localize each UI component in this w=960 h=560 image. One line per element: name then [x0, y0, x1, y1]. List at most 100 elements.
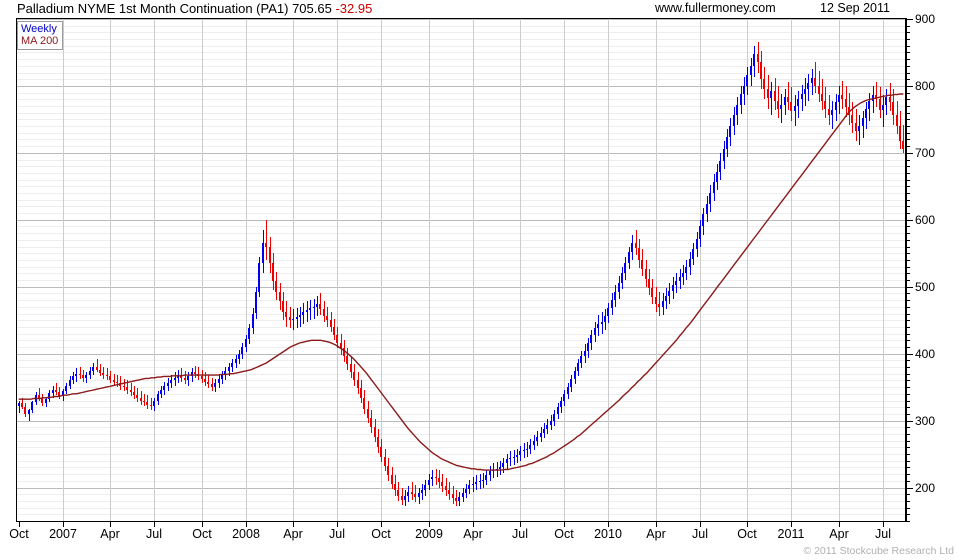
moving-average-line	[18, 93, 904, 471]
candle-body	[855, 123, 857, 132]
candle-body	[787, 96, 789, 102]
candle-body	[72, 376, 74, 381]
gridline-minor	[17, 514, 905, 515]
candle-wick	[771, 81, 772, 116]
candle-wick	[202, 369, 203, 384]
x-axis-label: 2009	[415, 527, 443, 541]
candle-body	[428, 479, 430, 485]
candle-body	[896, 115, 898, 127]
candle-body	[885, 96, 887, 105]
x-axis-label: 2010	[594, 527, 622, 541]
gridline-minor	[17, 113, 905, 114]
candle-body	[604, 316, 606, 322]
gridline-minor	[17, 160, 905, 161]
candle-body	[45, 399, 47, 403]
x-axis-label: Apr	[646, 527, 666, 541]
y-tick-minor	[906, 327, 910, 328]
candle-body	[106, 375, 108, 377]
candle-body	[543, 428, 545, 433]
candle-body	[692, 249, 694, 259]
candle-body	[313, 306, 315, 309]
gridline-major	[17, 220, 905, 221]
candle-body	[146, 401, 148, 405]
candle-body	[577, 363, 579, 372]
price-change: -32.95	[335, 1, 373, 16]
y-tick-minor	[906, 521, 910, 522]
y-tick-minor	[906, 106, 910, 107]
y-axis-label: 500	[915, 279, 936, 294]
candle-body	[818, 85, 820, 94]
candle-wick	[314, 298, 315, 319]
candle-body	[614, 292, 616, 301]
y-tick-minor	[906, 320, 910, 321]
candle-wick	[97, 359, 98, 373]
candle-body	[458, 496, 460, 501]
candle-body	[374, 427, 376, 437]
candle-body	[143, 400, 145, 402]
candle-body	[201, 376, 203, 380]
y-tick-major	[906, 488, 913, 489]
instrument-name: Palladium NYME 1st Month Continuation (P…	[17, 1, 289, 16]
y-tick-minor	[906, 307, 910, 308]
y-tick-minor	[906, 39, 910, 40]
x-tick	[520, 522, 521, 527]
candle-body	[557, 407, 559, 414]
candle-body	[526, 448, 528, 451]
gridline-vertical	[154, 19, 155, 521]
gridline-minor	[17, 414, 905, 415]
candle-body	[668, 290, 670, 297]
candle-body	[207, 381, 209, 385]
y-tick-minor	[906, 113, 910, 114]
candle-body	[709, 193, 711, 204]
candle-body	[380, 447, 382, 457]
candle-body	[858, 126, 860, 132]
y-tick-minor	[906, 394, 910, 395]
gridline-minor	[17, 106, 905, 107]
gridline-vertical	[293, 19, 294, 521]
candle-body	[509, 458, 511, 460]
y-tick-minor	[906, 193, 910, 194]
candle-body	[421, 490, 423, 493]
candle-body	[194, 372, 196, 374]
candle-body	[109, 376, 111, 380]
candle-body	[560, 400, 562, 408]
y-tick-minor	[906, 240, 910, 241]
candle-wick	[412, 482, 413, 500]
candle-body	[18, 403, 20, 406]
y-tick-minor	[906, 427, 910, 428]
gridline-minor	[17, 226, 905, 227]
y-tick-minor	[906, 253, 910, 254]
y-tick-minor	[906, 387, 910, 388]
candle-body	[845, 99, 847, 108]
candle-body	[448, 490, 450, 495]
y-tick-minor	[906, 514, 910, 515]
y-axis-label: 700	[915, 145, 936, 160]
candle-body	[238, 353, 240, 359]
y-tick-minor	[906, 133, 910, 134]
x-tick	[791, 522, 792, 527]
candle-body	[902, 140, 904, 149]
gridline-vertical	[202, 19, 203, 521]
y-tick-major	[906, 421, 913, 422]
y-tick-minor	[906, 213, 910, 214]
candle-body	[716, 171, 718, 183]
gridline-minor	[17, 139, 905, 140]
candle-wick	[151, 397, 152, 410]
candle-body	[211, 384, 213, 388]
y-tick-minor	[906, 367, 910, 368]
gridline-major	[17, 488, 905, 489]
candle-body	[621, 273, 623, 283]
gridline-minor	[17, 447, 905, 448]
gridline-minor	[17, 166, 905, 167]
candle-body	[126, 387, 128, 390]
x-axis-label: Apr	[463, 527, 483, 541]
candle-body	[750, 65, 752, 76]
candle-body	[658, 304, 660, 307]
x-tick	[656, 522, 657, 527]
gridline-minor	[17, 374, 905, 375]
y-axis-line	[906, 18, 907, 522]
candle-body	[774, 91, 776, 101]
candle-body	[285, 312, 287, 317]
candle-body	[685, 266, 687, 274]
